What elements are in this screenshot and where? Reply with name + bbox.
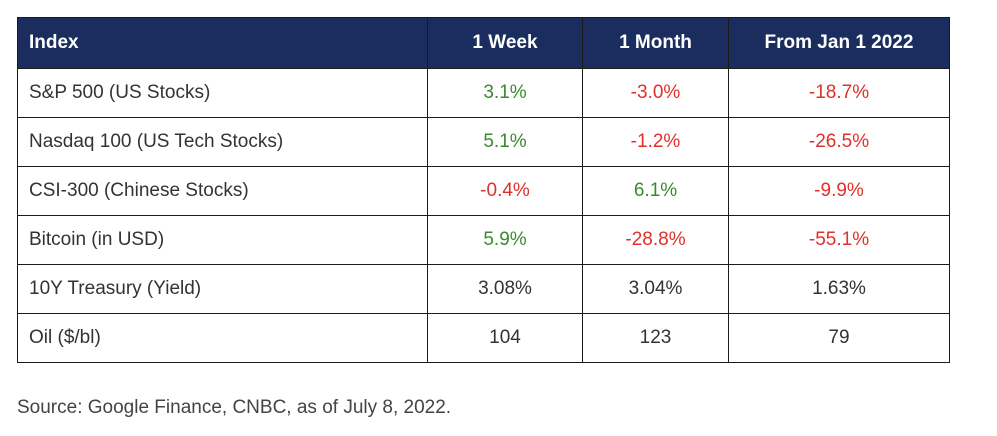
source-note: Source: Google Finance, CNBC, as of July… [17,397,452,418]
index-name-cell: 10Y Treasury (Yield) [17,264,428,314]
ytd-change-cell: 1.63% [728,264,950,314]
ytd-change-cell: -18.7% [728,68,950,118]
month-change-cell: -3.0% [582,68,729,118]
index-name-cell: Oil ($/bl) [17,313,428,363]
ytd-change-cell: -26.5% [728,117,950,167]
table-row: 10Y Treasury (Yield) 3.08% 3.04% 1.63% [17,264,950,314]
week-change-cell: 3.08% [427,264,583,314]
month-change-cell: 123 [582,313,729,363]
table-body: S&P 500 (US Stocks) 3.1% -3.0% -18.7% Nasdaq… [17,68,950,363]
month-change-cell: 3.04% [582,264,729,314]
month-change-cell: 6.1% [582,166,729,216]
ytd-change-cell: 79 [728,313,950,363]
ytd-change-cell: -55.1% [728,215,950,265]
table-row: Nasdaq 100 (US Tech Stocks) 5.1% -1.2% -26.… [17,117,950,167]
ytd-change-cell: -9.9% [728,166,950,216]
week-change-cell: -0.4% [427,166,583,216]
market-performance-table: Index 1 Week 1 Month From Jan 1 2022 S&P… [17,17,950,363]
market-performance-table-container: Index 1 Week 1 Month From Jan 1 2022 S&P… [17,17,950,363]
week-change-cell: 5.9% [427,215,583,265]
index-name-cell: Bitcoin (in USD) [17,215,428,265]
column-header-index: Index [17,17,428,69]
week-change-cell: 5.1% [427,117,583,167]
week-change-cell: 3.1% [427,68,583,118]
table-row: Oil ($/bl) 104 123 79 [17,313,950,363]
index-name-cell: S&P 500 (US Stocks) [17,68,428,118]
month-change-cell: -28.8% [582,215,729,265]
table-row: Bitcoin (in USD) 5.9% -28.8% -55.1% [17,215,950,265]
index-name-cell: Nasdaq 100 (US Tech Stocks) [17,117,428,167]
week-change-cell: 104 [427,313,583,363]
column-header-from-jan-1-2022: From Jan 1 2022 [728,17,950,69]
table-row: CSI-300 (Chinese Stocks) -0.4% 6.1% -9.9% [17,166,950,216]
column-header-1-week: 1 Week [427,17,583,69]
table-row: S&P 500 (US Stocks) 3.1% -3.0% -18.7% [17,68,950,118]
header-row: Index 1 Week 1 Month From Jan 1 2022 [17,17,950,69]
table-header: Index 1 Week 1 Month From Jan 1 2022 [17,17,950,69]
column-header-1-month: 1 Month [582,17,729,69]
month-change-cell: -1.2% [582,117,729,167]
index-name-cell: CSI-300 (Chinese Stocks) [17,166,428,216]
